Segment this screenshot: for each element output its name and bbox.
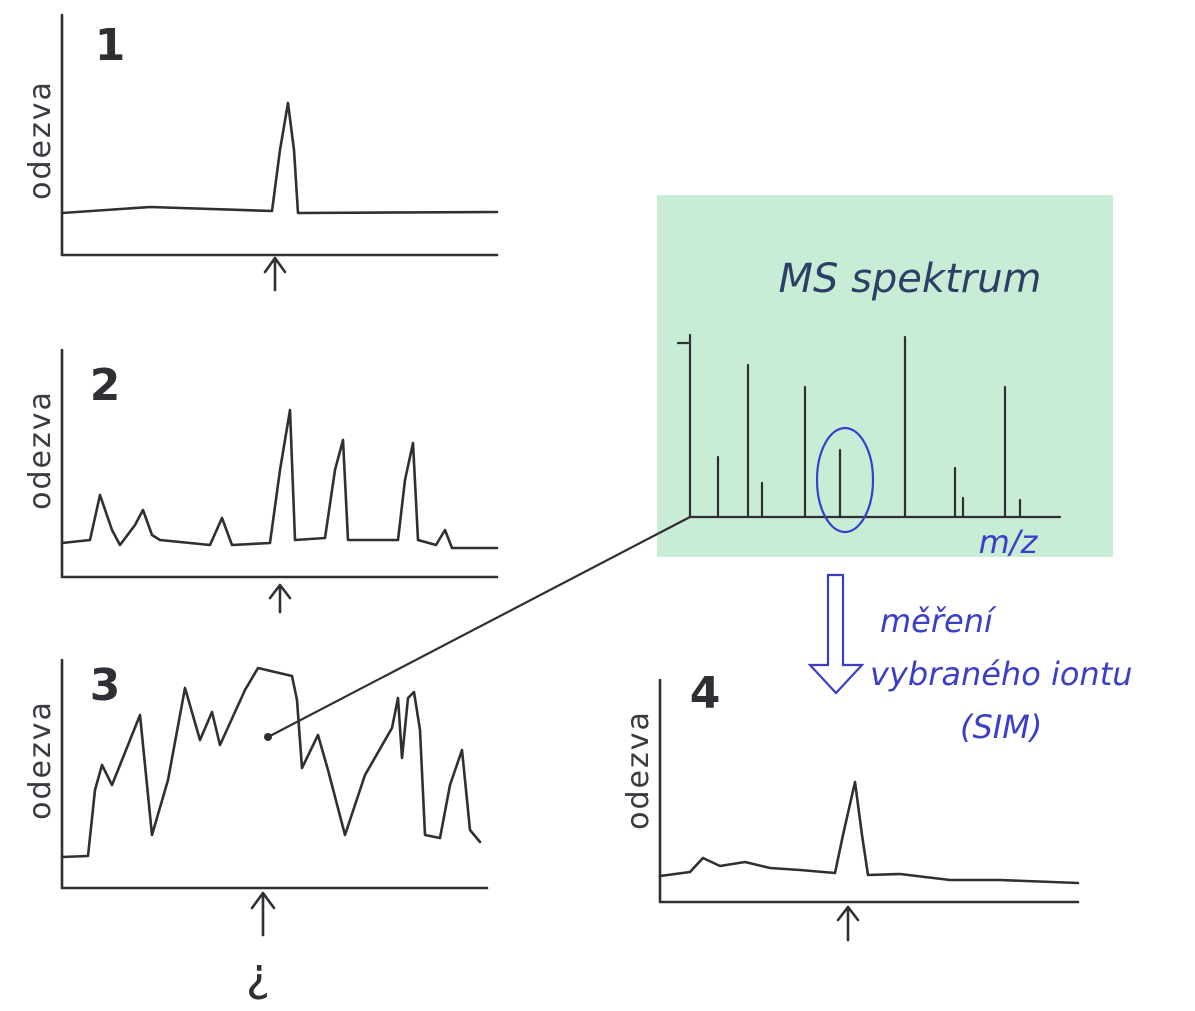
ms-spectrum xyxy=(266,333,1062,739)
time-arrow xyxy=(836,905,860,942)
y-label: odezva xyxy=(621,710,656,830)
y-label: odezva xyxy=(23,80,58,200)
axes xyxy=(658,678,1080,904)
panel-number: 3 xyxy=(90,660,121,711)
axes xyxy=(60,348,499,579)
panel-number: 2 xyxy=(90,360,121,411)
time-arrow xyxy=(268,583,292,614)
panel: 2 odezva xyxy=(23,348,499,614)
time-arrow xyxy=(250,891,276,937)
selection-dot xyxy=(264,733,272,741)
trace xyxy=(60,666,482,859)
down-arrow xyxy=(807,573,865,695)
y-label: odezva xyxy=(23,700,58,820)
y-label: odezva xyxy=(23,390,58,510)
trace xyxy=(658,780,1080,885)
axes xyxy=(60,13,499,257)
panel: 1 odezva xyxy=(23,13,499,292)
panel-number: 1 xyxy=(95,20,126,71)
ms-box xyxy=(657,195,1113,557)
time-arrow xyxy=(263,256,287,292)
panel: 3 odezva ? xyxy=(23,658,489,1008)
arrow-label-line: měření xyxy=(880,602,997,640)
arrow-label-line: vybraného iontu xyxy=(870,655,1133,693)
ms-title: MS spektrum xyxy=(778,256,1041,302)
unknown-mark: ? xyxy=(246,954,270,1008)
ms-x-label: m/z xyxy=(979,523,1039,561)
axes xyxy=(60,658,489,890)
trace xyxy=(60,408,499,550)
trace xyxy=(60,101,499,215)
panel-number: 4 xyxy=(690,668,721,719)
selected-ion-ellipse xyxy=(815,426,875,534)
panel: 4 odezva xyxy=(621,668,1080,942)
arrow-label-line: (SIM) xyxy=(960,708,1042,746)
